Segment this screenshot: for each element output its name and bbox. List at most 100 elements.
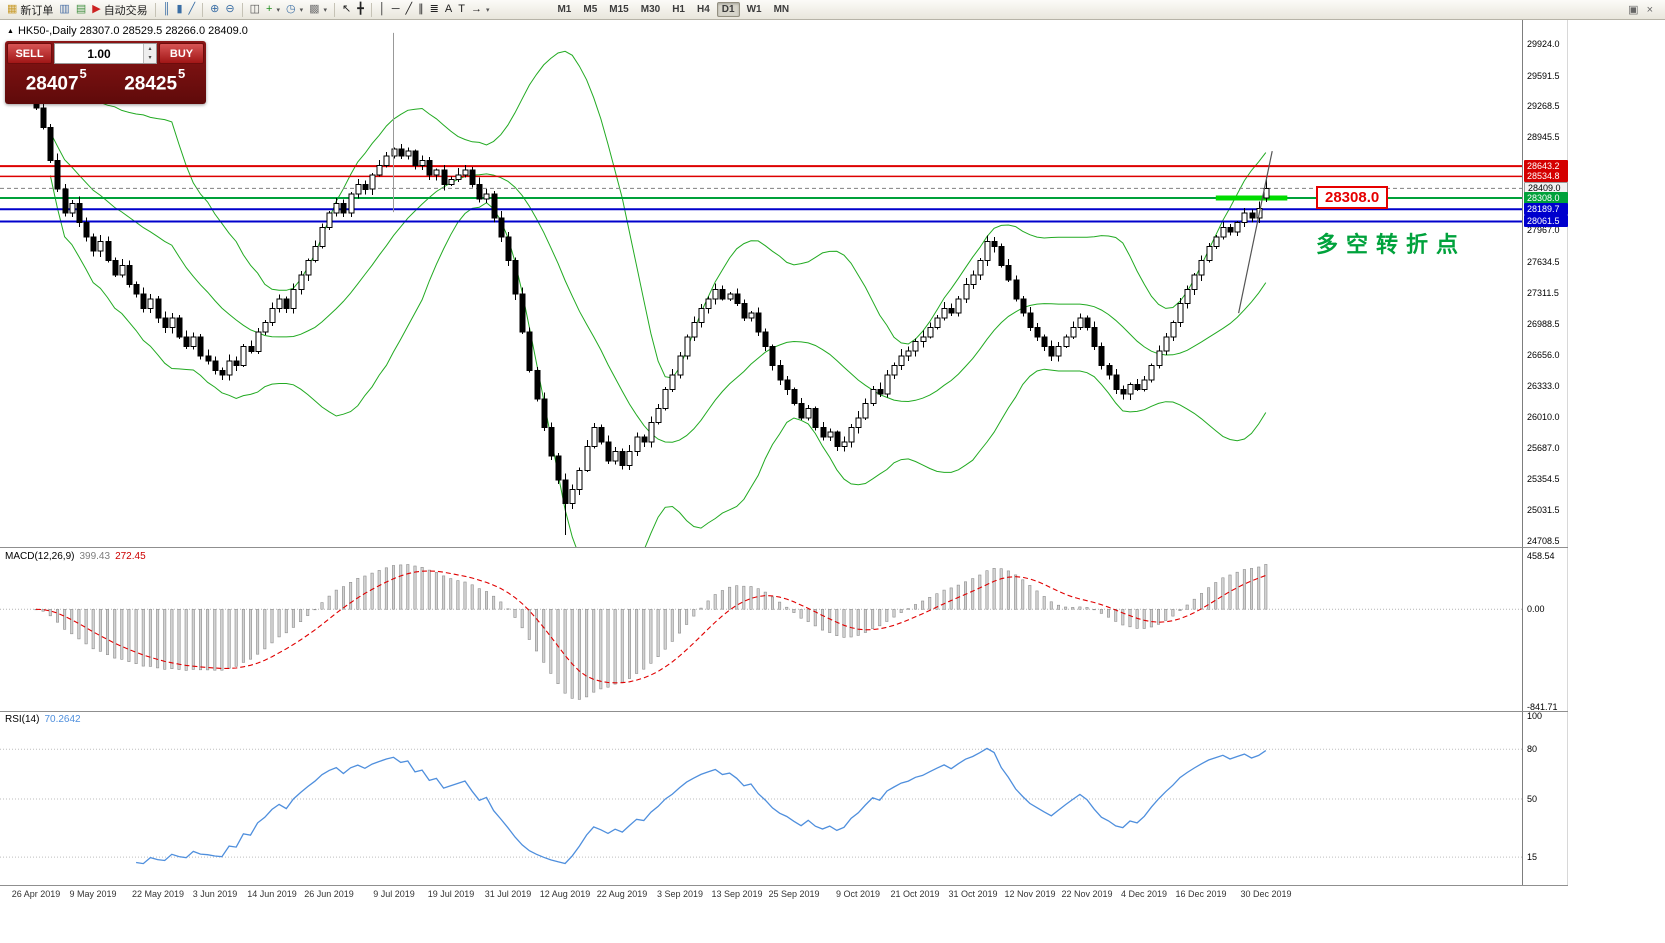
- macd-bar: [806, 608, 810, 622]
- macd-bar: [978, 574, 982, 610]
- zoom-in-button[interactable]: ⊕: [207, 1, 222, 18]
- panel-divider[interactable]: [0, 547, 1568, 548]
- macd-bar: [849, 608, 853, 638]
- periods-button[interactable]: ◷ ▾: [283, 1, 306, 18]
- timeframe-m1-button[interactable]: M1: [552, 2, 576, 17]
- macd-bar: [1264, 564, 1268, 610]
- panel-divider[interactable]: [0, 885, 1568, 886]
- candle: [1113, 374, 1120, 390]
- macd-bar: [356, 577, 360, 610]
- dropdown-caret-icon: ▾: [485, 6, 490, 14]
- text-button[interactable]: A: [442, 1, 455, 18]
- timeframe-h4-button[interactable]: H4: [692, 2, 715, 17]
- candle: [920, 336, 927, 343]
- support-highlight-segment[interactable]: [1215, 195, 1288, 201]
- price-tick: 27634.5: [1527, 257, 1560, 267]
- sell-button[interactable]: SELL: [7, 43, 52, 64]
- close-chart-button[interactable]: ×: [1646, 3, 1653, 16]
- candle: [326, 212, 333, 228]
- vertical-line-button[interactable]: │: [376, 1, 389, 18]
- candle: [169, 317, 176, 328]
- fibonacci-button[interactable]: ≣: [427, 1, 442, 18]
- timeframe-m15-button[interactable]: M15: [604, 2, 633, 17]
- candle: [948, 307, 955, 314]
- macd-bar: [249, 608, 253, 660]
- candle: [719, 288, 726, 300]
- profiles-button[interactable]: ▤: [73, 1, 89, 18]
- new-order-button[interactable]: ▦ 新订单: [4, 1, 56, 18]
- line-chart-button[interactable]: ╱: [186, 1, 199, 18]
- volume-down-button[interactable]: ▾: [144, 53, 156, 63]
- chart-window-button[interactable]: ▥: [56, 1, 72, 18]
- crosshair-button[interactable]: ╋: [354, 1, 367, 18]
- indicators-button[interactable]: + ▾: [263, 1, 283, 18]
- label-button[interactable]: T: [455, 1, 468, 18]
- macd-bar: [91, 608, 95, 650]
- rsi-value: 70.2642: [44, 714, 81, 725]
- candle: [190, 336, 197, 347]
- candle: [591, 427, 598, 448]
- timeframe-m30-button[interactable]: M30: [636, 2, 665, 17]
- candle: [970, 274, 977, 285]
- volume-field[interactable]: 1.00 ▴ ▾: [54, 43, 157, 64]
- candle: [734, 293, 741, 304]
- candle: [1034, 326, 1041, 338]
- date-label: 3 Jun 2019: [192, 889, 238, 899]
- candle: [655, 407, 662, 424]
- candle: [276, 298, 283, 309]
- macd-bar: [206, 608, 210, 671]
- date-label: 30 Dec 2019: [1240, 889, 1292, 899]
- timeframe-mn-button[interactable]: MN: [769, 2, 795, 17]
- macd-bar: [1071, 607, 1075, 610]
- price-tag-red: 28534.8: [1524, 170, 1568, 182]
- zoom-out-button[interactable]: ⊖: [222, 1, 237, 18]
- candle: [462, 169, 469, 176]
- channel-button[interactable]: ∥: [415, 1, 427, 18]
- macd-canvas[interactable]: [0, 548, 1522, 711]
- main-chart-canvas[interactable]: [0, 20, 1522, 547]
- timeframe-m5-button[interactable]: M5: [578, 2, 602, 17]
- panel-divider[interactable]: [0, 711, 1568, 712]
- cursor-button[interactable]: ↖: [339, 1, 354, 18]
- volume-up-button[interactable]: ▴: [144, 44, 156, 54]
- arrows-button[interactable]: → ▾: [468, 1, 493, 18]
- templates-button[interactable]: ▩ ▾: [306, 1, 330, 18]
- macd-bar: [177, 608, 181, 670]
- macd-indicator-label: MACD(12,26,9) 399.43 272.45: [5, 551, 146, 562]
- rsi-canvas[interactable]: [0, 712, 1522, 885]
- macd-bar: [649, 608, 653, 664]
- macd-bar: [527, 608, 531, 640]
- candle: [376, 164, 383, 176]
- macd-bar: [370, 572, 374, 610]
- trendline-button[interactable]: ╱: [403, 1, 416, 18]
- macd-bar: [55, 608, 59, 623]
- candle: [369, 174, 376, 190]
- candlestick-chart-button[interactable]: ▮: [173, 1, 185, 18]
- candle: [870, 388, 877, 405]
- macd-bar: [534, 608, 538, 652]
- turning-point-note[interactable]: 多空转折点: [1316, 232, 1467, 257]
- rsi-line: [136, 747, 1267, 865]
- volume-value[interactable]: 1.00: [87, 46, 111, 61]
- timeframe-w1-button[interactable]: W1: [742, 2, 767, 17]
- auto-trading-button[interactable]: ▶ 自动交易: [89, 1, 150, 18]
- bar-chart-button[interactable]: ║: [160, 1, 174, 18]
- price-annotation-label[interactable]: 28308.0: [1316, 186, 1389, 209]
- candle: [805, 407, 812, 419]
- macd-bar: [913, 604, 917, 610]
- label-icon: T: [458, 3, 465, 15]
- date-label: 9 Jul 2019: [373, 889, 415, 899]
- buy-button[interactable]: BUY: [159, 43, 204, 64]
- timeframe-h1-button[interactable]: H1: [667, 2, 690, 17]
- restore-chart-button[interactable]: ▣: [1628, 4, 1639, 16]
- candle: [54, 160, 61, 190]
- trendline-object[interactable]: [1238, 150, 1273, 314]
- bar-chart-icon: ║: [162, 3, 171, 15]
- macd-signal-value: 272.45: [115, 551, 146, 562]
- date-label: 12 Aug 2019: [539, 889, 591, 899]
- candle: [848, 427, 855, 443]
- tile-windows-button[interactable]: ◫: [247, 1, 263, 18]
- horizontal-line-button[interactable]: ─: [389, 1, 403, 18]
- macd-bar: [792, 608, 796, 613]
- timeframe-d1-button[interactable]: D1: [716, 2, 740, 17]
